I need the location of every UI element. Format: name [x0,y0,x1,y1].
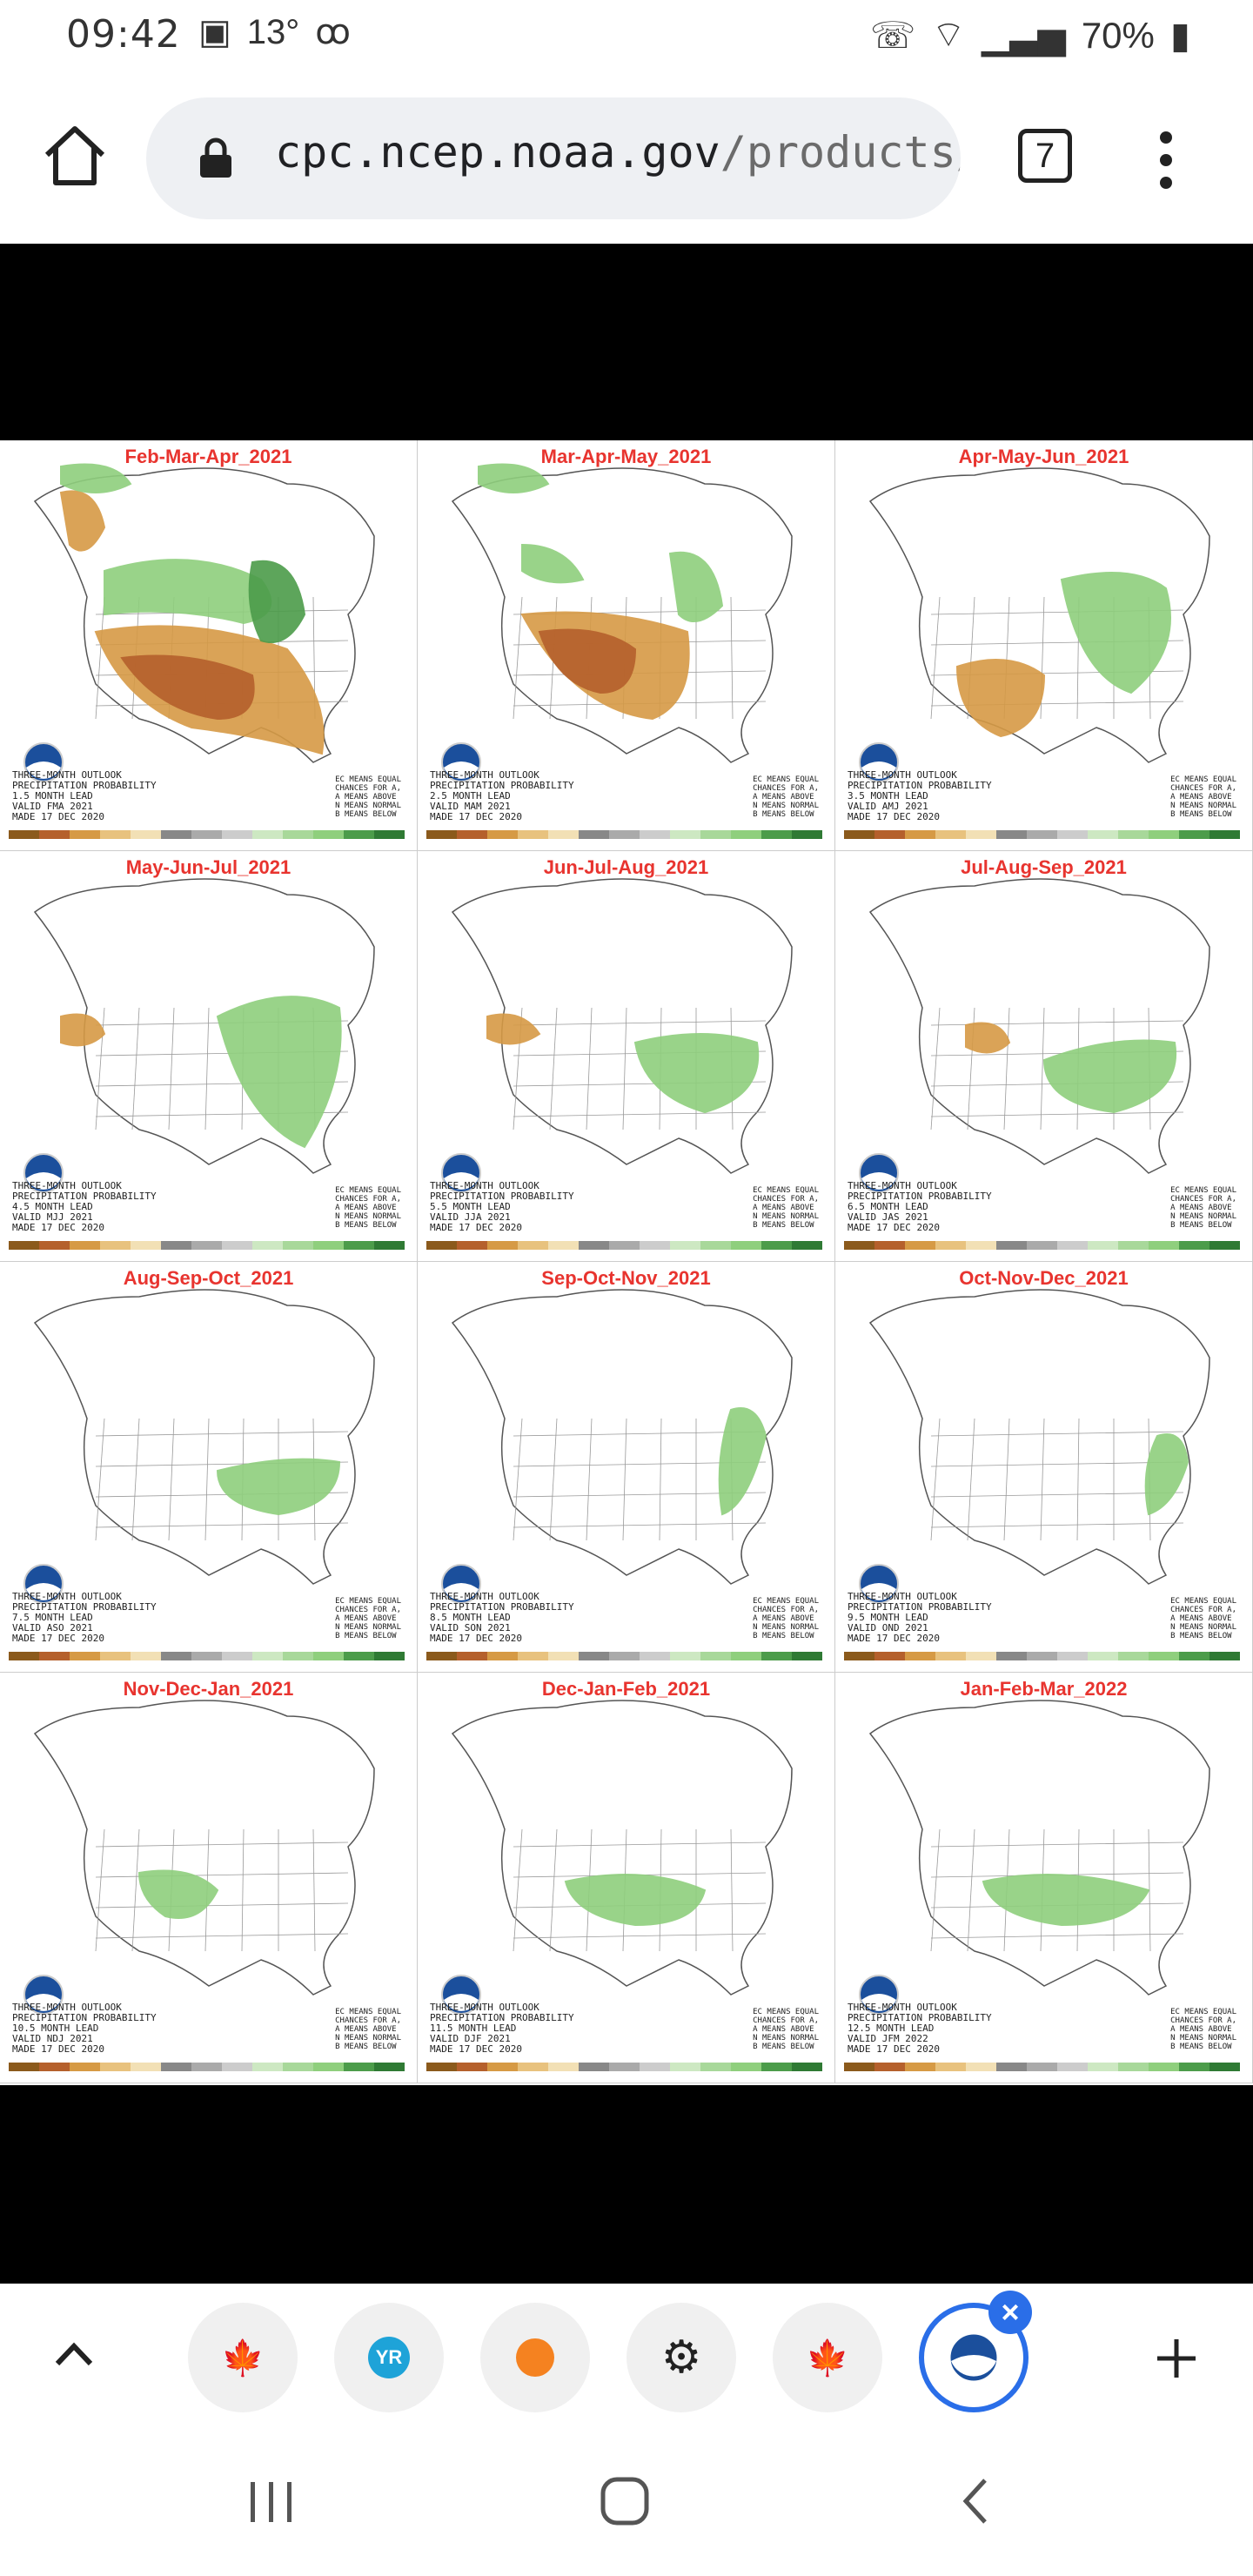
precip-outlook-map [426,1700,822,2071]
precip-outlook-map [426,878,822,1250]
panel-title: Aug-Sep-Oct_2021 [123,1267,294,1289]
outlook-panel[interactable]: Aug-Sep-Oct_2021 THREE-MONTH OUTLOOK PRECI… [0,1262,418,1673]
panel-title: Feb-Mar-Apr_2021 [124,446,292,467]
panel-caption: THREE-MONTH OUTLOOK PRECIPITATION PROBABI… [848,2002,992,2055]
precip-outlook-map [9,463,405,839]
panel-title: Jan-Feb-Mar_2022 [960,1678,1128,1700]
url-domain: cpc.ncep.noaa.gov [275,127,720,178]
outlook-panel[interactable]: Apr-May-Jun_2021 THREE-MONTH OUTLOOK PRECI… [835,440,1253,851]
panel-legend: EC MEANS EQUAL CHANCES FOR A, A MEANS ABOV… [1170,2008,1236,2051]
panel-title: Mar-Apr-May_2021 [540,446,712,467]
battery-icon: ▮ [1169,15,1190,56]
voicemail-icon: ꝏ [315,13,352,51]
panel-legend: EC MEANS EQUAL CHANCES FOR A, A MEANS ABOV… [753,1186,819,1230]
page-footer-black [0,2085,1253,2284]
precip-outlook-map [844,1289,1240,1660]
panel-legend: EC MEANS EQUAL CHANCES FOR A, A MEANS ABOV… [335,1186,401,1230]
panel-caption: THREE-MONTH OUTLOOK PRECIPITATION PROBABI… [12,769,157,822]
panel-caption: THREE-MONTH OUTLOOK PRECIPITATION PROBABI… [12,2002,157,2055]
panel-title: Oct-Nov-Dec_2021 [959,1267,1129,1289]
panel-caption: THREE-MONTH OUTLOOK PRECIPITATION PROBABI… [848,1180,992,1233]
panel-title: Sep-Oct-Nov_2021 [541,1267,711,1289]
panel-legend: EC MEANS EQUAL CHANCES FOR A, A MEANS ABOV… [1170,775,1236,819]
back-nav-icon[interactable] [957,2475,992,2527]
home-icon[interactable] [40,120,110,190]
tab-canada-flag[interactable]: 🍁 [188,2303,298,2412]
panel-caption: THREE-MONTH OUTLOOK PRECIPITATION PROBABI… [848,1591,992,1644]
close-tab-icon[interactable]: × [988,2291,1032,2334]
precip-outlook-map [9,1289,405,1660]
wifi-icon: ⌔ [931,14,966,55]
panel-legend: EC MEANS EQUAL CHANCES FOR A, A MEANS ABOV… [1170,1186,1236,1230]
panel-caption: THREE-MONTH OUTLOOK PRECIPITATION PROBABI… [430,769,574,822]
panel-legend: EC MEANS EQUAL CHANCES FOR A, A MEANS ABOV… [335,1597,401,1640]
tab-sun-weather[interactable] [480,2303,590,2412]
precip-outlook-map [426,1289,822,1660]
outlook-panel[interactable]: Jun-Jul-Aug_2021 THREE-MONTH OUTLOOK PRECI… [418,851,835,1262]
panel-caption: THREE-MONTH OUTLOOK PRECIPITATION PROBABI… [430,1591,574,1644]
panel-legend: EC MEANS EQUAL CHANCES FOR A, A MEANS ABOV… [753,1597,819,1640]
precip-outlook-map [9,1700,405,2071]
add-tab-icon[interactable] [1154,2336,1199,2381]
panel-title: Apr-May-Jun_2021 [958,446,1129,467]
panel-caption: THREE-MONTH OUTLOOK PRECIPITATION PROBABI… [430,1180,574,1233]
tab-switcher-button[interactable]: 7 [1018,129,1072,183]
precip-outlook-map [844,1700,1240,2071]
outlook-panel[interactable]: Nov-Dec-Jan_2021 THREE-MONTH OUTLOOK PRECI… [0,1673,418,2083]
tab-noaa[interactable] [919,2303,1029,2412]
panel-caption: THREE-MONTH OUTLOOK PRECIPITATION PROBABI… [12,1180,157,1233]
url-path: /products/pred [720,127,961,178]
precip-outlook-map [844,878,1240,1250]
panel-caption: THREE-MONTH OUTLOOK PRECIPITATION PROBABI… [12,1591,157,1644]
status-temperature: 13° [246,12,300,51]
outlook-panel[interactable]: Oct-Nov-Dec_2021 THREE-MONTH OUTLOOK PRECI… [835,1262,1253,1673]
panel-title: Jun-Jul-Aug_2021 [543,856,709,878]
recent-apps-icon[interactable] [245,2479,298,2526]
status-bar: 09:42 ▣ 13° ꝏ ☏ ⌔ ▁▃▅ 70% ▮ [0,0,1253,73]
outlook-panel[interactable]: Jan-Feb-Mar_2022 THREE-MONTH OUTLOOK PRECI… [835,1673,1253,2083]
status-battery: 70% [1081,14,1155,56]
address-bar[interactable]: cpc.ncep.noaa.gov/products/pred [146,97,961,219]
panel-caption: THREE-MONTH OUTLOOK PRECIPITATION PROBABI… [848,769,992,822]
outlook-panel[interactable]: Sep-Oct-Nov_2021 THREE-MONTH OUTLOOK PRECI… [418,1262,835,1673]
panel-title: May-Jun-Jul_2021 [125,856,291,878]
outlook-panel[interactable]: Jul-Aug-Sep_2021 THREE-MONTH OUTLOOK PRECI… [835,851,1253,1262]
panel-legend: EC MEANS EQUAL CHANCES FOR A, A MEANS ABOV… [753,775,819,819]
outlook-panel[interactable]: Dec-Jan-Feb_2021 THREE-MONTH OUTLOOK PRECI… [418,1673,835,2083]
home-nav-icon[interactable] [599,2475,651,2527]
browser-toolbar: cpc.ncep.noaa.gov/products/pred 7 [0,73,1253,244]
noaa-logo-icon [948,2331,1000,2384]
precip-outlook-map [9,878,405,1250]
panel-legend: EC MEANS EQUAL CHANCES FOR A, A MEANS ABOV… [753,2008,819,2051]
more-menu-icon[interactable] [1147,125,1185,195]
panel-caption: THREE-MONTH OUTLOOK PRECIPITATION PROBABI… [430,2002,574,2055]
panel-title: Dec-Jan-Feb_2021 [541,1678,711,1700]
tab-yr-weather[interactable]: YR [334,2303,444,2412]
panel-legend: EC MEANS EQUAL CHANCES FOR A, A MEANS ABOV… [1170,1597,1236,1640]
panel-legend: EC MEANS EQUAL CHANCES FOR A, A MEANS ABOV… [335,2008,401,2051]
status-time: 09:42 [66,12,181,57]
outlook-panel[interactable]: May-Jun-Jul_2021 THREE-MONTH OUTLOOK PRECI… [0,851,418,1262]
panel-title: Jul-Aug-Sep_2021 [961,856,1127,878]
chevron-up-icon[interactable] [52,2336,96,2371]
outlook-panel[interactable]: Mar-Apr-May_2021 THREE-MONTH OUTLOOK PRECI… [418,440,835,851]
bottom-tab-bar: 🍁 YR ⚙ 🍁 × [0,2284,1253,2433]
outlook-panel[interactable]: Feb-Mar-Apr_2021 THREE-MONTH OUTLOOK PRECI… [0,440,418,851]
outlook-grid: Feb-Mar-Apr_2021 THREE-MONTH OUTLOOK PRECI… [0,440,1253,2085]
precip-outlook-map [844,467,1240,839]
android-nav-bar [0,2432,1253,2576]
tab-canada-flag-2[interactable]: 🍁 [773,2303,882,2412]
lock-icon [200,138,231,178]
panel-title: Nov-Dec-Jan_2021 [123,1678,294,1700]
page-header-black [0,244,1253,440]
precip-outlook-map [426,463,822,839]
signal-icon: ▁▃▅ [981,15,1066,56]
tab-settings[interactable]: ⚙ [626,2303,736,2412]
call-icon: ☏ [869,15,916,56]
panel-legend: EC MEANS EQUAL CHANCES FOR A, A MEANS ABOV… [335,775,401,819]
image-icon: ▣ [198,13,231,51]
